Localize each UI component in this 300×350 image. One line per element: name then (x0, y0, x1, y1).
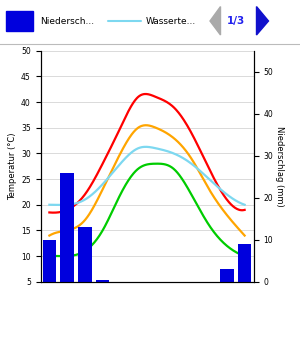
Polygon shape (210, 7, 220, 35)
Bar (96, 280, 109, 282)
Y-axis label: Temperatur (°C): Temperatur (°C) (8, 133, 17, 200)
Text: Wasserte...: Wasserte... (146, 16, 196, 26)
Bar (6, 11, 33, 31)
Bar (78, 227, 92, 282)
Text: 1/3: 1/3 (226, 16, 245, 26)
Bar (220, 269, 233, 282)
Y-axis label: Niederschlag (mm): Niederschlag (mm) (275, 126, 284, 206)
Bar (43, 240, 56, 282)
Bar (61, 173, 74, 282)
Text: Niedersch...: Niedersch... (40, 16, 94, 26)
Bar (238, 244, 251, 282)
Polygon shape (256, 7, 268, 35)
